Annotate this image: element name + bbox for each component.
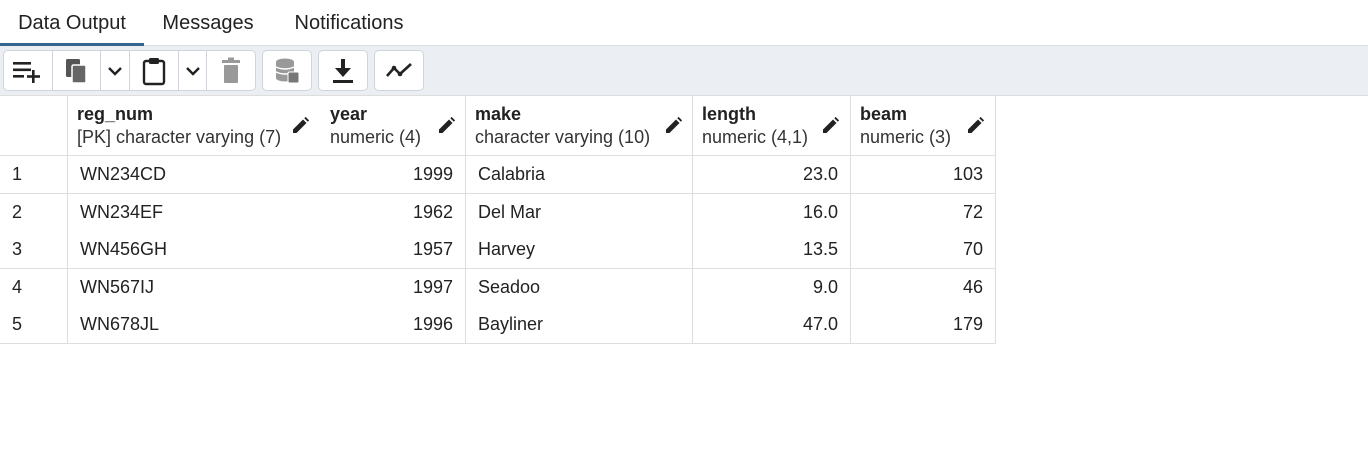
edit-column-button[interactable] xyxy=(290,116,310,141)
edit-column-button[interactable] xyxy=(663,116,683,141)
cell-year[interactable]: 1997 xyxy=(321,269,466,306)
cell-beam[interactable]: 70 xyxy=(851,231,996,269)
column-name: length xyxy=(702,104,756,124)
graph-visualiser-button[interactable] xyxy=(375,51,423,90)
copy-button[interactable] xyxy=(53,51,101,90)
delete-icon xyxy=(222,57,240,83)
copy-icon xyxy=(65,58,87,84)
column-type: numeric (4) xyxy=(330,127,422,147)
column-name: reg_num xyxy=(77,104,154,124)
graph-visualiser-icon xyxy=(386,62,412,77)
pencil-icon xyxy=(823,116,840,133)
delete-button[interactable] xyxy=(207,51,255,90)
column-type: numeric (4,1) xyxy=(702,127,809,147)
paste-options-dropdown[interactable] xyxy=(179,51,207,90)
save-data-button[interactable] xyxy=(263,51,311,90)
column-header-reg-num[interactable]: reg_num [PK] character varying (7) xyxy=(68,96,321,156)
result-tabs: Data Output Messages Notifications xyxy=(0,0,1368,46)
edit-column-button[interactable] xyxy=(820,116,840,141)
cell-year[interactable]: 1996 xyxy=(321,306,466,344)
cell-year[interactable]: 1999 xyxy=(321,156,466,194)
column-name: make xyxy=(475,104,522,124)
cell-length[interactable]: 9.0 xyxy=(693,269,851,306)
cell-reg-num[interactable]: WN234EF xyxy=(68,194,321,231)
row-number-header xyxy=(0,96,68,156)
pencil-icon xyxy=(968,116,985,133)
cell-beam[interactable]: 103 xyxy=(851,156,996,194)
cell-length[interactable]: 47.0 xyxy=(693,306,851,344)
edit-column-button[interactable] xyxy=(965,116,985,141)
cell-make[interactable]: Del Mar xyxy=(466,194,693,231)
pencil-icon xyxy=(439,116,456,133)
column-header-beam[interactable]: beam numeric (3) xyxy=(851,96,996,156)
column-type: character varying (10) xyxy=(475,127,651,147)
chevron-down-icon xyxy=(185,66,200,76)
chevron-down-icon xyxy=(108,66,122,76)
cell-reg-num[interactable]: WN234CD xyxy=(68,156,321,194)
tab-messages[interactable]: Messages xyxy=(162,12,254,34)
row-number[interactable]: 3 xyxy=(0,231,68,269)
row-number[interactable]: 4 xyxy=(0,269,68,306)
tab-notifications[interactable]: Notifications xyxy=(294,12,404,34)
save-data-icon xyxy=(275,58,300,83)
download-icon xyxy=(333,58,353,83)
cell-make[interactable]: Calabria xyxy=(466,156,693,194)
pencil-icon xyxy=(666,116,683,133)
download-group xyxy=(318,50,368,91)
row-number[interactable]: 1 xyxy=(0,156,68,194)
copy-options-dropdown[interactable] xyxy=(101,51,130,90)
cell-length[interactable]: 16.0 xyxy=(693,194,851,231)
graph-visualiser-group xyxy=(374,50,424,91)
paste-icon xyxy=(142,57,166,85)
cell-reg-num[interactable]: WN678JL xyxy=(68,306,321,344)
cell-make[interactable]: Bayliner xyxy=(466,306,693,344)
edit-column-button[interactable] xyxy=(436,116,456,141)
row-number[interactable]: 2 xyxy=(0,194,68,231)
pencil-icon xyxy=(293,116,310,133)
cell-make[interactable]: Harvey xyxy=(466,231,693,269)
cell-year[interactable]: 1957 xyxy=(321,231,466,269)
save-data-group xyxy=(262,50,312,91)
cell-reg-num[interactable]: WN456GH xyxy=(68,231,321,269)
paste-button[interactable] xyxy=(130,51,179,90)
cell-beam[interactable]: 72 xyxy=(851,194,996,231)
column-type: [PK] character varying (7) xyxy=(77,127,282,147)
cell-length[interactable]: 13.5 xyxy=(693,231,851,269)
row-number[interactable]: 5 xyxy=(0,306,68,344)
column-header-length[interactable]: length numeric (4,1) xyxy=(693,96,851,156)
column-header-year[interactable]: year numeric (4) xyxy=(321,96,466,156)
column-name: beam xyxy=(860,104,908,124)
data-toolbar xyxy=(0,46,1368,96)
cell-beam[interactable]: 179 xyxy=(851,306,996,344)
add-row-button[interactable] xyxy=(4,51,53,90)
download-button[interactable] xyxy=(319,51,367,90)
column-type: numeric (3) xyxy=(860,127,952,147)
cell-length[interactable]: 23.0 xyxy=(693,156,851,194)
cell-year[interactable]: 1962 xyxy=(321,194,466,231)
column-header-make[interactable]: make character varying (10) xyxy=(466,96,693,156)
tab-data-output[interactable]: Data Output xyxy=(0,0,144,46)
column-name: year xyxy=(330,104,368,124)
cell-beam[interactable]: 46 xyxy=(851,269,996,306)
cell-reg-num[interactable]: WN567IJ xyxy=(68,269,321,306)
add-row-icon xyxy=(13,61,40,83)
edit-button-group xyxy=(3,50,256,91)
cell-make[interactable]: Seadoo xyxy=(466,269,693,306)
